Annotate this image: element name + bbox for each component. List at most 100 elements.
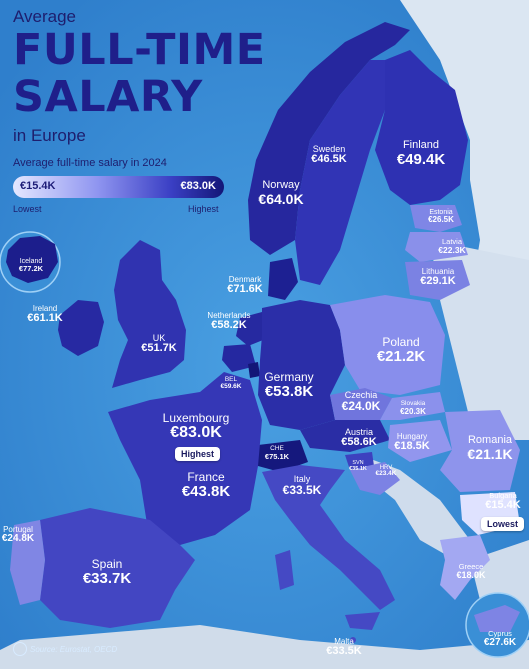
label-iceland: Iceland €77.2K xyxy=(14,258,48,273)
country-name: Romania xyxy=(467,434,513,446)
country-value: €21.1K xyxy=(467,445,513,462)
country-name: France xyxy=(187,470,225,484)
iceland-shape xyxy=(6,236,58,283)
title-suffix: in Europe xyxy=(13,126,86,145)
country-name: CHE xyxy=(270,445,284,452)
country-value: €27.6K xyxy=(483,636,517,648)
sardinia-shape xyxy=(275,550,294,590)
country-name: Hungary xyxy=(396,432,428,441)
portugal-shape xyxy=(10,520,45,605)
north-africa xyxy=(0,625,529,669)
label-spain: Spain €33.7K xyxy=(72,558,142,586)
label-switzerland: CHE €75.1K xyxy=(260,445,294,461)
country-name: Poland xyxy=(382,335,420,349)
label-poland: Poland €21.2K xyxy=(366,336,436,364)
label-denmark: Denmark €71.6K xyxy=(220,275,270,296)
country-name: Portugal xyxy=(3,525,33,534)
country-value: €49.4K xyxy=(396,150,446,168)
label-lithuania: Lithuania €29.1K xyxy=(412,267,464,288)
legend-high-label: Highest xyxy=(188,204,219,214)
label-czechia: Czechia €24.0K xyxy=(333,390,389,413)
label-luxembourg: Luxembourg €83.0K xyxy=(154,412,238,441)
czechia-shape xyxy=(330,388,392,422)
estonia-shape xyxy=(410,205,462,232)
country-name: Estonia xyxy=(429,209,453,216)
country-name: HRV xyxy=(379,465,393,471)
label-norway: Norway €64.0K xyxy=(250,179,312,207)
title-main-line1: FULL-TIME xyxy=(13,25,266,75)
country-value: €33.5K xyxy=(282,483,322,498)
country-name: Ireland xyxy=(32,304,58,313)
country-value: €33.5K xyxy=(326,645,362,658)
sicily-shape xyxy=(345,612,380,630)
country-name: Italy xyxy=(293,474,311,484)
label-netherlands: Netherlands €58.2K xyxy=(200,311,258,332)
belgium-shape xyxy=(222,344,256,372)
country-name: Germany xyxy=(264,370,314,384)
label-ireland: Ireland €61.1K xyxy=(22,304,68,325)
country-name: Slovakia xyxy=(400,400,426,407)
country-value: €20.3K xyxy=(400,406,426,416)
slovakia-shape xyxy=(380,392,445,420)
norway-shape xyxy=(248,22,410,255)
romania-shape xyxy=(440,410,520,492)
label-portugal: Portugal €24.8K xyxy=(0,525,36,545)
label-finland: Finland €49.4K xyxy=(388,139,454,168)
country-name: Denmark xyxy=(228,275,262,284)
country-name: SVN xyxy=(352,460,364,466)
country-name: Spain xyxy=(91,557,123,571)
lithuania-shape xyxy=(405,260,470,300)
label-france: France €43.8K xyxy=(170,471,242,499)
country-value: €58.2K xyxy=(211,319,247,332)
highest-badge: Highest xyxy=(175,447,221,461)
country-name: UK xyxy=(152,333,166,343)
country-name: Sweden xyxy=(312,144,346,154)
country-value: €51.7K xyxy=(141,342,177,355)
country-name: Luxembourg xyxy=(162,411,230,425)
country-value: €53.8K xyxy=(264,382,314,400)
country-value: €58.6K xyxy=(341,436,377,449)
label-estonia: Estonia €26.5K xyxy=(422,209,460,225)
netherlands-shape xyxy=(236,312,268,346)
country-value: €59.6K xyxy=(220,382,242,390)
label-austria: Austria €58.6K xyxy=(333,427,385,449)
country-value: €35.1K xyxy=(349,465,367,472)
legend-max-value: €83.0K xyxy=(180,180,216,192)
source-info-icon xyxy=(13,642,27,656)
country-name: Malta xyxy=(334,637,354,646)
country-value: €64.0K xyxy=(258,190,304,207)
title-main-line2: SALARY xyxy=(13,72,203,122)
country-value: €75.1K xyxy=(264,451,290,461)
luxembourg-shape xyxy=(248,362,260,378)
country-value: €18.5K xyxy=(394,440,430,453)
country-name: Lithuania xyxy=(421,267,455,276)
label-uk: UK €51.7K xyxy=(134,333,184,355)
greece-shape xyxy=(440,535,490,600)
legend-min-value: €15.4K xyxy=(20,180,56,192)
country-value: €26.5K xyxy=(428,215,454,225)
source-note: Source: Eurostat, OECD xyxy=(30,645,118,654)
label-slovenia: SVN €35.1K xyxy=(344,460,372,473)
subtitle: Average full-time salary in 2024 xyxy=(13,157,167,169)
country-value: €77.2K xyxy=(18,264,44,274)
austria-shape xyxy=(300,420,390,452)
country-value: €46.5K xyxy=(311,153,347,166)
label-croatia: HRV €23.4K xyxy=(370,465,402,478)
country-name: BEL xyxy=(224,376,238,383)
country-value: €21.2K xyxy=(376,347,426,365)
country-value: €23.4K xyxy=(375,470,397,478)
country-value: €33.7K xyxy=(82,569,132,587)
country-value: €43.8K xyxy=(181,482,231,500)
label-romania: Romania €21.1K xyxy=(456,434,524,462)
switzerland-shape xyxy=(258,440,308,472)
title-prefix: Average xyxy=(13,7,77,26)
country-name: Cyprus xyxy=(488,629,512,638)
country-value: €83.0K xyxy=(170,423,222,441)
label-greece: Greece €18.0K xyxy=(450,563,492,580)
country-name: Iceland xyxy=(19,258,43,265)
label-latvia: Latvia €22.3K xyxy=(432,238,472,255)
country-value: €71.6K xyxy=(227,283,263,296)
country-value: €22.3K xyxy=(438,244,466,255)
denmark-shape xyxy=(268,258,298,300)
